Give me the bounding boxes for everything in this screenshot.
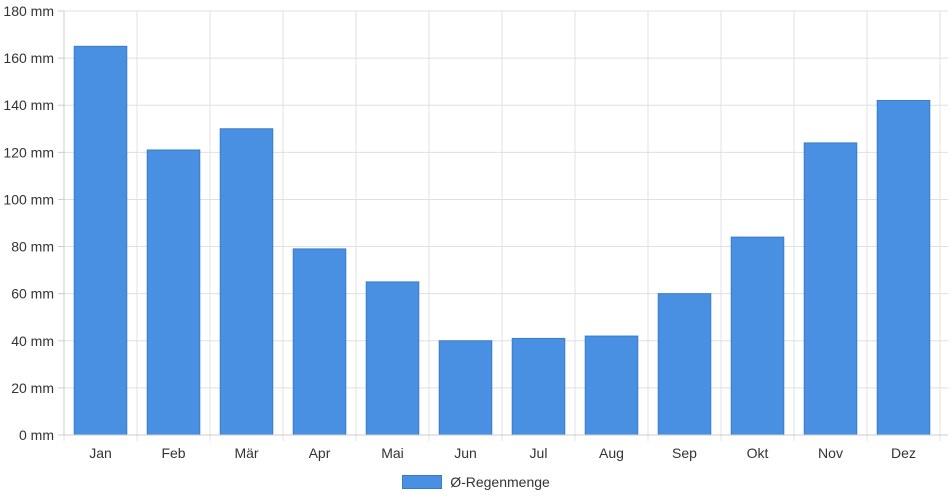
x-tick-label: Okt (747, 445, 769, 461)
bar-mai[interactable] (365, 281, 420, 436)
bar-apr[interactable] (292, 248, 347, 436)
y-axis-tick-labels: 0 mm 20 mm 40 mm 60 mm 80 mm 100 mm 120 mm 140 … (3, 3, 54, 443)
bar-jul[interactable] (511, 337, 566, 436)
y-tick-label: 100 mm (3, 191, 54, 207)
axes (58, 10, 948, 436)
x-tick-label: Feb (161, 445, 185, 461)
bar-sep[interactable] (657, 293, 712, 436)
bars (73, 45, 931, 436)
x-tick-label: Apr (309, 445, 331, 461)
y-tick-label: 140 mm (3, 97, 54, 113)
bar-feb[interactable] (146, 149, 201, 436)
y-tick-label: 20 mm (11, 380, 54, 396)
x-tick-label: Nov (818, 445, 843, 461)
x-tick-label: Mär (234, 445, 258, 461)
x-tick-label: Jun (454, 445, 477, 461)
y-tick-label: 120 mm (3, 144, 54, 160)
y-tick-label: 160 mm (3, 50, 54, 66)
bar-jan[interactable] (73, 45, 128, 436)
x-tick-label: Sep (672, 445, 697, 461)
y-tick-label: 0 mm (19, 427, 54, 443)
y-tick-label: 60 mm (11, 286, 54, 302)
x-axis-tick-labels: Jan Feb Mär Apr Mai Jun Jul Aug Sep Okt Nov Dez (89, 445, 916, 461)
bar-aug[interactable] (584, 335, 639, 436)
x-tick-label: Dez (891, 445, 916, 461)
legend-label[interactable]: Ø-Regenmenge (450, 474, 550, 490)
x-tick-label: Jan (89, 445, 112, 461)
bar-mär[interactable] (219, 128, 274, 436)
x-tick-label: Mai (381, 445, 404, 461)
y-tick-label: 180 mm (3, 3, 54, 19)
bar-jun[interactable] (438, 340, 493, 436)
y-tick-label: 40 mm (11, 333, 54, 349)
x-tick-label: Jul (530, 445, 548, 461)
bar-nov[interactable] (803, 142, 858, 436)
bar-okt[interactable] (730, 236, 785, 436)
x-tick-label: Aug (599, 445, 624, 461)
bar-dez[interactable] (876, 100, 931, 436)
y-tick-label: 80 mm (11, 239, 54, 255)
legend-swatch[interactable] (402, 475, 443, 489)
legend: Ø-Regenmenge (0, 472, 952, 492)
